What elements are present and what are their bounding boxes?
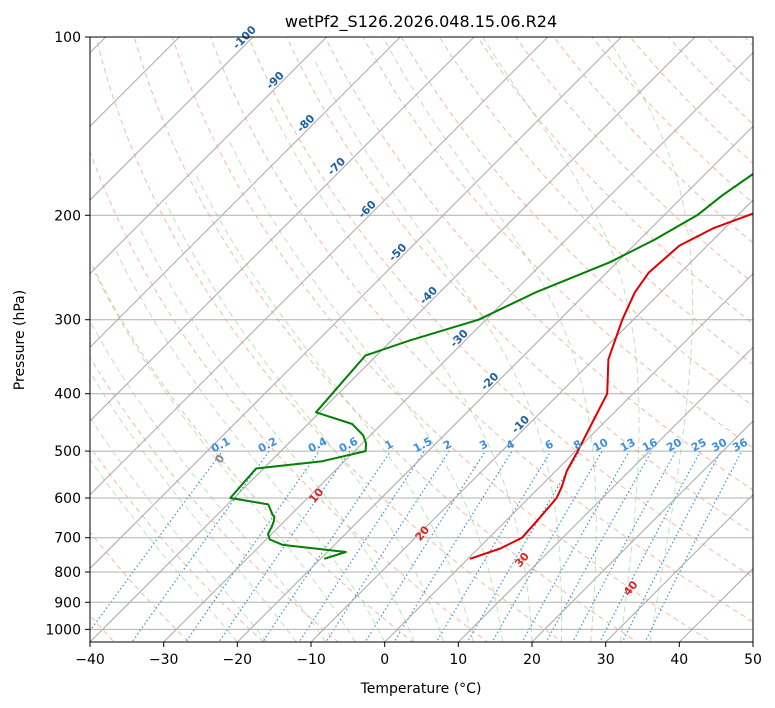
mixing-ratio-label: 25 <box>689 436 709 455</box>
moist-adiabat <box>115 251 386 642</box>
pressure-gridlines <box>90 37 753 630</box>
x-axis-label: Temperature (°C) <box>360 681 482 697</box>
profile-series <box>229 172 753 560</box>
y-axis-label: Pressure (hPa) <box>12 290 28 390</box>
isotherm <box>90 37 623 570</box>
x-axis-ticks: −40 −30 −20 −10 0 10 20 30 40 50 <box>75 642 762 668</box>
temperature-line <box>469 212 753 560</box>
dry-adiabat <box>324 37 753 491</box>
moist-adiabat <box>90 458 238 642</box>
mixing-ratio-label: 13 <box>618 436 638 455</box>
moist-adiabat <box>268 104 533 642</box>
dry-adiabat <box>209 37 753 623</box>
dry-adiabat <box>438 37 753 366</box>
plot-frame <box>89 36 754 643</box>
x-tick-label: 50 <box>744 652 762 668</box>
mixing-ratio-label: 36 <box>730 436 750 455</box>
x-tick-label: 40 <box>670 652 688 668</box>
dewpoint-line <box>229 172 753 560</box>
dry-adiabat <box>133 37 638 642</box>
x-tick-label: 20 <box>523 652 541 668</box>
mixing-ratio-label: 10 <box>591 436 611 455</box>
isotherm <box>90 37 402 349</box>
dry-adiabat <box>90 259 414 642</box>
mixing-ratio-label: 30 <box>710 436 730 455</box>
isotherm <box>531 420 753 642</box>
moist-adiabat <box>314 61 563 642</box>
mixing-ratio-label: 20 <box>664 436 684 455</box>
moist-adiabat <box>382 37 597 642</box>
dry-adiabat <box>95 37 564 642</box>
isotherm <box>383 272 753 642</box>
isotherm <box>90 37 475 422</box>
mixing-ratio-label: 16 <box>640 436 660 455</box>
y-tick-label: 300 <box>54 313 81 329</box>
y-tick-label: 500 <box>54 444 81 460</box>
isotherm <box>90 37 328 275</box>
dry-adiabat <box>90 356 340 642</box>
isotherm <box>90 37 181 128</box>
dry-adiabat <box>171 37 713 642</box>
y-tick-label: 1000 <box>45 622 81 638</box>
moist-adiabat <box>165 201 445 642</box>
isotherm-lines <box>90 37 753 642</box>
y-tick-label: 100 <box>54 30 81 46</box>
moist-adiabat <box>194 173 474 642</box>
moist-adiabat <box>606 37 694 642</box>
isotherm <box>90 37 254 201</box>
x-tick-label: −30 <box>149 652 179 668</box>
isotherm <box>236 125 753 642</box>
isotherm <box>457 346 753 642</box>
y-tick-label: 200 <box>54 208 81 224</box>
isotherm <box>90 37 549 496</box>
y-tick-label: 600 <box>54 491 81 507</box>
y-tick-label: 800 <box>54 565 81 581</box>
x-tick-label: −20 <box>223 652 253 668</box>
x-tick-label: −40 <box>75 652 105 668</box>
dry-adiabat <box>477 37 753 325</box>
isotherm <box>162 51 753 642</box>
isotherm <box>310 199 753 642</box>
moist-adiabat <box>482 37 640 642</box>
y-tick-label: 900 <box>54 595 81 611</box>
moist-adiabat <box>139 227 415 642</box>
y-tick-label: 700 <box>54 531 81 547</box>
y-axis-ticks: 1000 900 800 700 600 500 400 300 200 100 <box>45 30 90 638</box>
x-tick-label: 10 <box>449 652 467 668</box>
chart-title: wetPf2_S126.2026.048.15.06.R24 <box>285 12 557 32</box>
x-tick-label: −10 <box>296 652 326 668</box>
isotherm <box>90 37 696 642</box>
x-tick-label: 30 <box>597 652 615 668</box>
y-tick-label: 400 <box>54 387 81 403</box>
dry-adiabat <box>90 445 265 642</box>
isotherm <box>604 493 753 642</box>
moist-adiabat <box>94 272 356 642</box>
x-tick-label: 0 <box>380 652 389 668</box>
